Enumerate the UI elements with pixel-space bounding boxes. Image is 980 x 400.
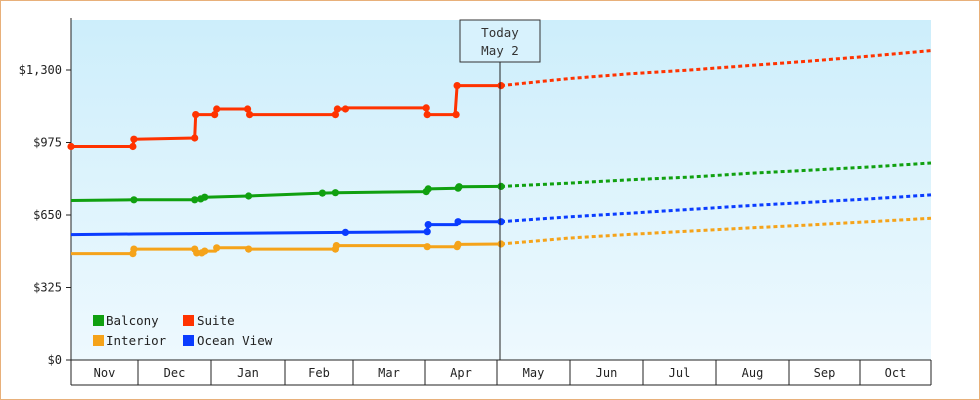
- x-tick-label: Mar: [378, 366, 400, 380]
- series-interior-point: [193, 249, 201, 257]
- series-suite-point: [211, 111, 219, 119]
- series-interior-point: [130, 245, 138, 253]
- series-balcony-point: [318, 189, 326, 197]
- y-tick-label: $1,300: [19, 63, 62, 77]
- series-balcony-point: [130, 196, 138, 204]
- y-tick-label: $975: [33, 136, 62, 150]
- series-interior-point: [332, 242, 340, 250]
- series-suite-point: [497, 82, 505, 90]
- series-interior-point: [213, 244, 221, 252]
- legend-item-interior[interactable]: Interior: [93, 333, 167, 348]
- today-box: [459, 19, 541, 63]
- series-suite-point: [191, 134, 199, 142]
- x-tick-label: Feb: [308, 366, 330, 380]
- series-suite-point: [422, 104, 430, 112]
- legend: Balcony Suite Interior Ocean View: [93, 313, 273, 348]
- y-tick-label: $0: [48, 353, 62, 367]
- x-tick-label: Sep: [814, 366, 836, 380]
- x-tick-label: May: [523, 366, 545, 380]
- series-suite-point: [246, 111, 254, 119]
- series-interior-point: [423, 243, 431, 251]
- series-ocean-view-point: [341, 228, 349, 236]
- series-balcony-point: [201, 193, 209, 201]
- legend-item-ocean-view[interactable]: Ocean View: [183, 333, 273, 348]
- legend-swatch-suite: [183, 315, 194, 326]
- x-tick-label: Jan: [237, 366, 259, 380]
- series-ocean-view-point: [423, 228, 431, 236]
- series-interior-forecast: [500, 216, 932, 246]
- series-suite-point: [331, 111, 339, 119]
- series-suite-point: [341, 105, 349, 113]
- series-interior-point: [245, 245, 253, 253]
- series-ocean-view-point: [497, 218, 505, 226]
- series-balcony-point: [191, 196, 199, 204]
- series-balcony-forecast: [500, 161, 932, 188]
- series-suite-point: [452, 111, 460, 119]
- series-interior-history: [71, 242, 502, 256]
- series-ocean-view-point: [454, 218, 462, 226]
- series-ocean-view-point: [424, 221, 432, 229]
- series-suite-point: [129, 142, 137, 151]
- x-tick-label: Jun: [596, 366, 618, 380]
- legend-item-suite[interactable]: Suite: [183, 313, 235, 328]
- legend-label-ocean-view: Ocean View: [197, 333, 273, 348]
- series-ocean-view-forecast: [500, 193, 932, 224]
- legend-label-balcony: Balcony: [106, 313, 159, 328]
- x-tick-label: Apr: [450, 366, 472, 380]
- series-balcony-point: [331, 189, 339, 197]
- series-suite-point: [130, 135, 138, 143]
- x-tick-label: Jul: [669, 366, 691, 380]
- series-balcony-point: [497, 182, 505, 190]
- series-suite-point: [213, 105, 221, 113]
- x-tick-label: Aug: [742, 366, 764, 380]
- series-suite-point: [333, 105, 341, 113]
- legend-swatch-ocean-view: [183, 335, 194, 346]
- legend-label-interior: Interior: [106, 333, 167, 348]
- x-tick-label: Dec: [164, 366, 186, 380]
- x-tick-label: Nov: [94, 366, 116, 380]
- legend-swatch-interior: [93, 335, 104, 346]
- series-interior-point: [454, 240, 462, 248]
- series-balcony-point: [245, 192, 253, 200]
- series-balcony-point: [424, 185, 432, 193]
- series-suite-point: [244, 105, 252, 113]
- today-date: May 2: [481, 43, 519, 58]
- series-suite-history: [71, 84, 501, 148]
- series-balcony-point: [455, 183, 463, 191]
- y-tick-label: $650: [33, 208, 62, 222]
- today-label: Today: [481, 25, 519, 40]
- legend-item-balcony[interactable]: Balcony: [93, 313, 159, 328]
- legend-label-suite: Suite: [197, 313, 235, 328]
- series-interior-point: [497, 240, 505, 248]
- y-tick-label: $325: [33, 281, 62, 295]
- series-suite-point: [192, 111, 200, 119]
- series-suite-point: [423, 111, 431, 119]
- series-suite-point: [453, 82, 461, 90]
- series-suite-point: [67, 142, 75, 151]
- x-tick-label: Oct: [885, 366, 907, 380]
- legend-swatch-balcony: [93, 315, 104, 326]
- series-interior-point: [201, 247, 209, 255]
- series-suite-forecast: [500, 49, 932, 88]
- plot-area: [71, 20, 931, 360]
